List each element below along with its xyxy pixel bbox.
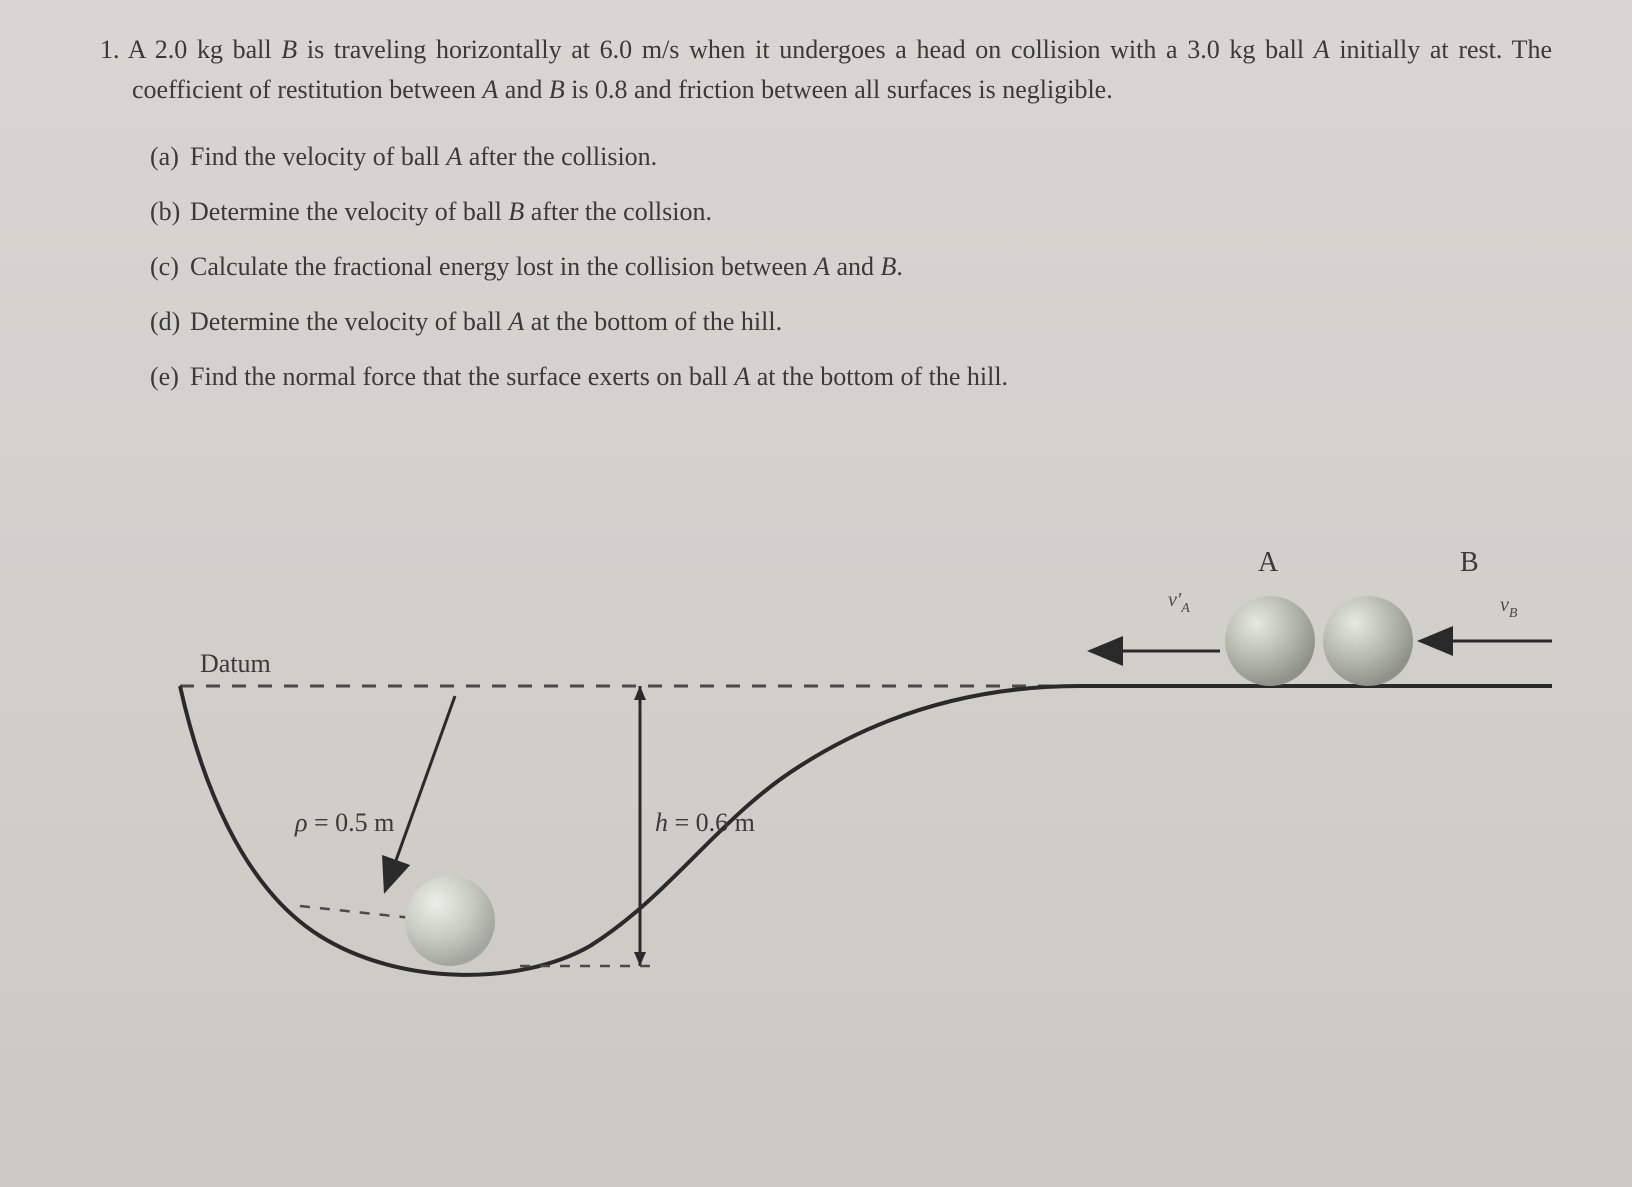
datum-label: Datum <box>200 649 271 678</box>
h-arrow-top <box>634 686 646 700</box>
va-label: v′A <box>1168 589 1190 616</box>
vb-label: vB <box>1500 594 1518 621</box>
h-arrow-bot <box>634 952 646 966</box>
figure: Datum ρ = 0.5 m h = 0.6 m <box>100 486 1552 1046</box>
rho-arrow <box>385 696 455 891</box>
sub-parts: (a)Find the velocity of ball A after the… <box>100 137 1552 396</box>
ball-b-label: B <box>1460 547 1479 578</box>
figure-svg: Datum ρ = 0.5 m h = 0.6 m <box>100 486 1552 1046</box>
ball-b <box>1323 596 1413 686</box>
problem-number: 1. <box>100 35 120 64</box>
part-e: (e)Find the normal force that the surfac… <box>150 357 1552 396</box>
part-b: (b)Determine the velocity of ball B afte… <box>150 192 1552 231</box>
ball-bottom <box>405 876 495 966</box>
part-d: (d)Determine the velocity of ball A at t… <box>150 302 1552 341</box>
problem-statement: 1. A 2.0 kg ball B is traveling horizont… <box>100 30 1552 111</box>
ball-a <box>1225 596 1315 686</box>
rho-label: ρ = 0.5 m <box>294 808 394 837</box>
ball-a-label: A <box>1258 547 1279 578</box>
part-a: (a)Find the velocity of ball A after the… <box>150 137 1552 176</box>
h-label: h = 0.6 m <box>655 808 755 837</box>
part-c: (c)Calculate the fractional energy lost … <box>150 247 1552 286</box>
